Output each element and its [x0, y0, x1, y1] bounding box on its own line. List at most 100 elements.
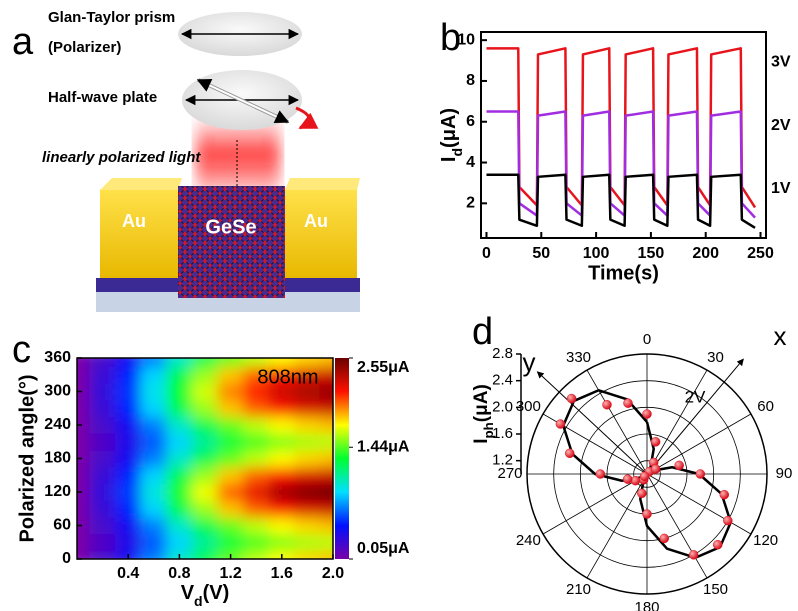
plot-frame: [480, 31, 767, 239]
heat-cell: [166, 416, 193, 434]
heat-cell: [268, 449, 296, 468]
heat-cell: [217, 533, 244, 552]
heat-cell: [242, 516, 270, 535]
heat-cell: [319, 483, 333, 501]
heat-cell: [77, 416, 91, 434]
heat-cell: [319, 416, 333, 434]
grid-spoke: [646, 473, 752, 535]
data-point: [642, 409, 652, 419]
theta-tick-label: 300: [516, 398, 541, 415]
waveplate-label: Half-wave plate: [48, 89, 157, 106]
panel-label: c: [12, 329, 31, 371]
heat-cell: [319, 399, 333, 418]
x-tick-label: 0.8: [168, 565, 190, 582]
heat-cell: [191, 533, 219, 552]
heat-cell: [114, 516, 142, 535]
y-tick-label: 180: [44, 450, 71, 467]
heat-cell: [191, 466, 219, 485]
data-point: [555, 419, 566, 429]
heat-cell: [140, 550, 168, 559]
data-point: [630, 475, 641, 486]
series-label: 1V: [771, 180, 791, 197]
heat-cell: [89, 499, 116, 518]
heat-cell: [114, 365, 142, 384]
polarizer-label: Glan-Taylor prism: [48, 9, 175, 26]
y-tick-label: 8: [466, 72, 475, 89]
heat-cell: [217, 365, 244, 384]
heat-cell: [166, 432, 193, 451]
axis-name: y: [523, 347, 536, 377]
heat-cell: [217, 416, 244, 434]
data-point: [637, 488, 647, 499]
electrode-label: Au: [304, 211, 328, 231]
electrode: [285, 190, 357, 278]
y-axis-label: Polarized angle(°): [16, 374, 38, 542]
r-tick-label: 2.4: [492, 372, 513, 389]
polar-chart: d 1.2 1.6 2.0 2.4 2.8 0 30 60 90 120 150 180 210 240 27…: [471, 311, 792, 611]
heatmap-chart: c 0.05μA 1.44μA 2.55μA 0.4 0.8 1.2 1.6 2.0 0 60 120…: [12, 329, 410, 609]
heat-cell: [89, 416, 116, 434]
y-tick-label: 10: [457, 31, 475, 48]
heat-cell: [217, 432, 244, 451]
heat-cell: [140, 358, 168, 367]
heat-cell: [191, 416, 219, 434]
theta-tick-label: 150: [703, 581, 728, 598]
heat-cell: [268, 499, 296, 518]
grid-spoke: [542, 473, 648, 535]
heat-cell: [319, 365, 333, 384]
heat-cell: [294, 499, 321, 518]
heat-cell: [319, 432, 333, 451]
heat-cell: [294, 550, 321, 559]
heat-cell: [294, 399, 321, 418]
heat-cell: [217, 449, 244, 468]
heat-cell: [77, 483, 91, 501]
x-axis-label: Vd(V): [181, 582, 230, 608]
heat-cell: [268, 382, 296, 401]
heat-cell: [242, 466, 270, 485]
theta-tick-label: 330: [566, 349, 591, 366]
theta-tick-label: 120: [753, 532, 778, 549]
heat-cell: [268, 533, 296, 552]
theta-tick-label: 90: [776, 465, 793, 482]
gese-flake: [178, 186, 285, 298]
axis-arrow: [646, 358, 744, 475]
heat-cell: [268, 416, 296, 434]
heat-cell: [114, 358, 142, 367]
panel-label: b: [440, 17, 461, 59]
y-tick-label: 240: [44, 416, 71, 433]
heat-cell: [77, 550, 91, 559]
heat-cell: [319, 382, 333, 401]
heat-cell: [294, 365, 321, 384]
data-point: [695, 469, 706, 479]
heat-cell: [191, 499, 219, 518]
r-tick-label: 2.0: [492, 398, 513, 415]
heat-cell: [319, 449, 333, 468]
y-tick-label: 300: [44, 383, 71, 400]
y-axis-label-part: d: [449, 148, 465, 157]
heat-cell: [166, 466, 193, 485]
colorbar: [335, 358, 349, 559]
colorbar-label: 1.44μA: [357, 438, 410, 455]
theta-tick-label: 270: [497, 465, 522, 482]
electrode-top: [100, 178, 182, 190]
x-tick-label: 200: [692, 245, 719, 262]
y-tick-label: 60: [53, 517, 71, 534]
substrate: [96, 292, 360, 312]
heat-cell: [319, 466, 333, 485]
grid-spoke: [646, 473, 708, 579]
r-tick-label: 1.2: [492, 452, 513, 469]
heat-cell: [140, 466, 168, 485]
annotation: 2V: [685, 387, 706, 406]
heat-cell: [217, 399, 244, 418]
r-tick-label: 2.8: [492, 345, 513, 362]
heat-cell: [77, 466, 91, 485]
heat-cell: [217, 516, 244, 535]
x-tick-label: 0: [482, 245, 491, 262]
heat-cell: [242, 550, 270, 559]
heat-cell: [140, 365, 168, 384]
heat-cell: [191, 399, 219, 418]
data-point: [650, 464, 661, 474]
data-point: [659, 533, 670, 544]
theta-tick-label: 60: [757, 398, 774, 415]
light-label: linearly polarized light: [42, 149, 201, 166]
